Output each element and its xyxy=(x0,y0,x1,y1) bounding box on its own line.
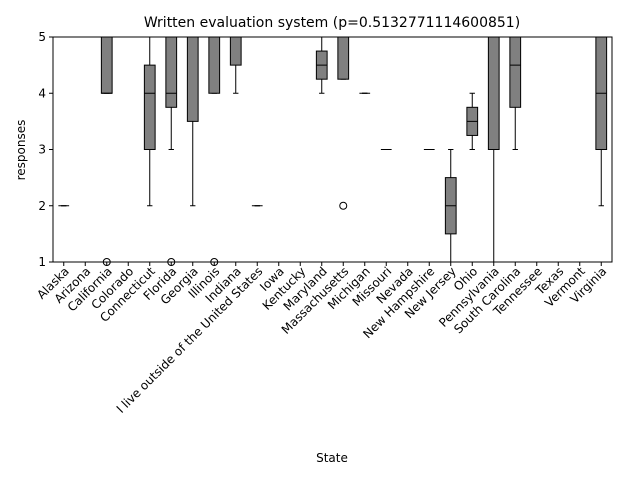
y-tick-label: 2 xyxy=(38,199,46,213)
y-tick-label: 1 xyxy=(38,255,46,269)
y-tick-label: 5 xyxy=(38,30,46,44)
box xyxy=(337,36,350,80)
box xyxy=(229,36,242,66)
box xyxy=(100,36,113,94)
x-axis-label: State xyxy=(316,451,348,465)
box xyxy=(143,64,156,150)
flier xyxy=(339,201,348,210)
plot-frame xyxy=(52,36,613,263)
box xyxy=(509,36,522,108)
box xyxy=(208,36,221,94)
box xyxy=(487,36,500,150)
y-axis-label: responses xyxy=(14,120,28,181)
chart-title: Written evaluation system (p=0.513277111… xyxy=(144,15,520,31)
box xyxy=(186,36,199,122)
y-tick-label: 4 xyxy=(38,86,46,100)
y-tick-label: 3 xyxy=(38,143,46,157)
box xyxy=(165,36,178,108)
